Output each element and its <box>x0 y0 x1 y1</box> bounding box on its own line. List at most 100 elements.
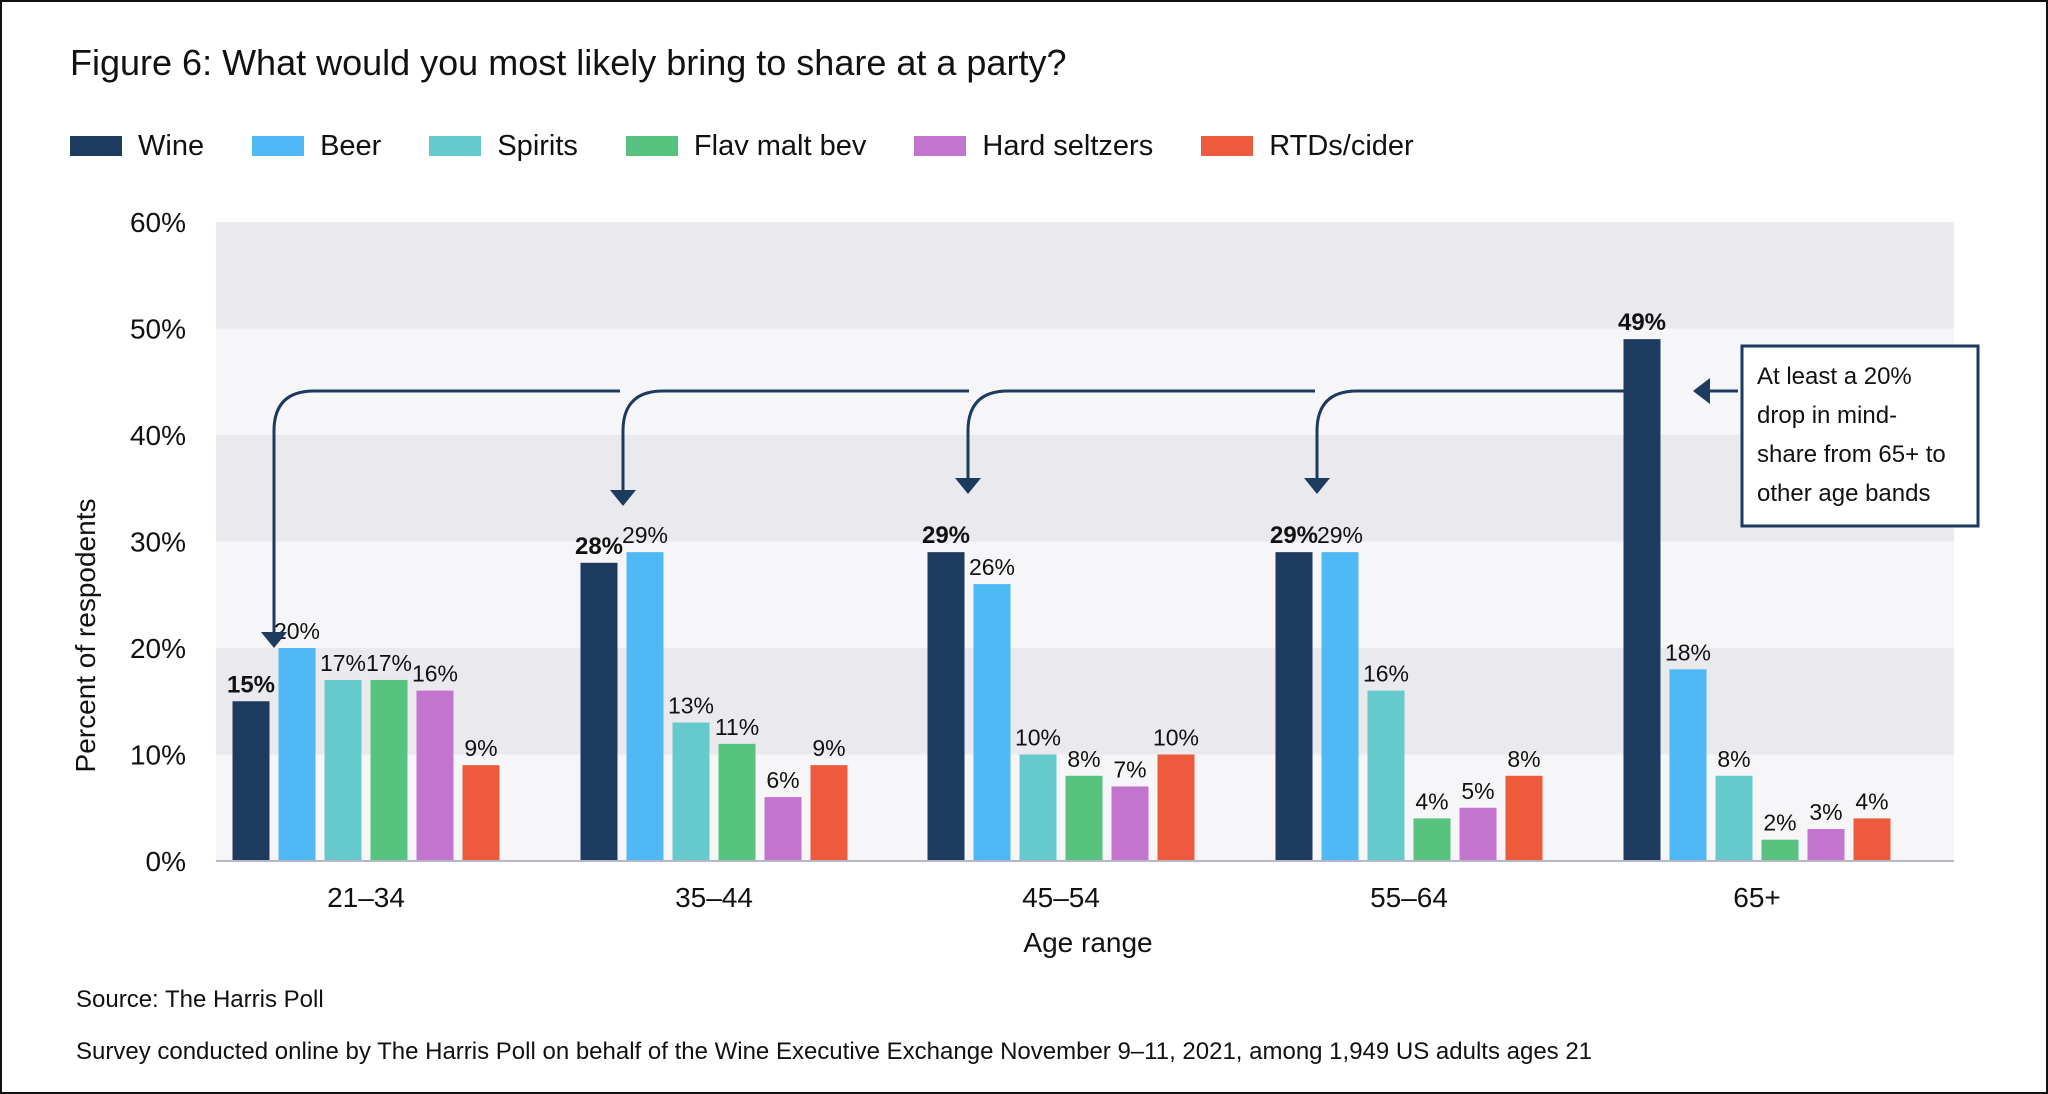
bar-flav-malt-bev-4 <box>1761 839 1799 861</box>
annotation-text-line: At least a 20% <box>1757 363 1912 390</box>
bar-hard-seltzers-2 <box>1111 786 1149 861</box>
data-label: 15% <box>227 671 275 698</box>
legend-label-flav-malt-bev: Flav malt bev <box>693 129 867 162</box>
legend-item-spirits: Spirits <box>429 130 578 163</box>
legend-swatch-wine <box>70 136 122 156</box>
annotation-text-line: other age bands <box>1757 480 1930 507</box>
bar-flav-malt-bev-0 <box>370 679 408 861</box>
bar-hard-seltzers-3 <box>1459 807 1497 861</box>
x-tick-label: 35–44 <box>675 882 753 913</box>
data-label: 11% <box>715 714 759 740</box>
bar-rtds-cider-2 <box>1157 754 1195 861</box>
data-label: 4% <box>1855 788 1888 814</box>
legend-item-rtds-cider: RTDs/cider <box>1201 130 1414 163</box>
data-label: 8% <box>1507 746 1540 772</box>
y-tick-label: 0% <box>146 846 186 877</box>
annotation-text-line: share from 65+ to <box>1757 441 1946 468</box>
data-label: 29% <box>1270 522 1318 549</box>
y-tick-label: 10% <box>130 740 186 771</box>
legend-item-flav-malt-bev: Flav malt bev <box>625 129 867 163</box>
legend-item-wine: Wine <box>70 130 204 163</box>
x-tick-label: 21–34 <box>327 882 405 913</box>
bar-spirits-1 <box>672 722 710 861</box>
legend-label-wine: Wine <box>138 129 205 162</box>
data-label: 2% <box>1763 810 1796 836</box>
bar-rtds-cider-4 <box>1853 818 1891 861</box>
bar-wine-2 <box>927 552 965 861</box>
data-label: 29% <box>1317 522 1363 548</box>
data-label: 17% <box>366 650 412 676</box>
annotation-box <box>1740 344 1980 528</box>
plot-band-3 <box>216 435 1954 542</box>
data-label: 10% <box>1153 725 1199 751</box>
bar-rtds-cider-3 <box>1505 775 1543 861</box>
legend-swatch-flav-malt-bev <box>625 136 678 156</box>
annotation-arrow-3 <box>1315 389 1628 480</box>
data-label: 16% <box>1363 661 1409 687</box>
bar-spirits-3 <box>1367 690 1405 861</box>
bar-hard-seltzers-4 <box>1807 829 1845 861</box>
data-label: 9% <box>812 735 845 761</box>
bar-beer-3 <box>1321 552 1359 861</box>
data-label: 26% <box>969 554 1015 580</box>
bar-spirits-2 <box>1019 754 1057 861</box>
data-label: 28% <box>575 533 623 560</box>
x-axis-label: Age range <box>1023 927 1152 958</box>
bar-spirits-4 <box>1715 775 1753 861</box>
data-label: 29% <box>922 522 970 549</box>
y-tick-label: 60% <box>130 207 186 238</box>
annotation-box-pointer <box>1693 378 1710 404</box>
data-label: 29% <box>622 522 668 548</box>
annotation-text-line: drop in mind- <box>1757 402 1897 429</box>
bar-hard-seltzers-1 <box>764 797 802 861</box>
legend-swatch-rtds-cider <box>1201 136 1254 156</box>
data-label: 20% <box>274 618 320 644</box>
plot-band-5 <box>216 222 1954 329</box>
data-label: 6% <box>766 767 799 793</box>
y-axis-label: Percent of respodents <box>70 499 101 773</box>
plot-band-4 <box>216 328 1954 435</box>
data-label: 8% <box>1067 746 1100 772</box>
legend-swatch-hard-seltzers <box>914 136 967 156</box>
bar-wine-4 <box>1623 339 1661 861</box>
survey-footnote: Survey conducted online by The Harris Po… <box>76 1038 1593 1065</box>
data-label: 7% <box>1113 756 1146 782</box>
bar-spirits-0 <box>324 679 362 861</box>
legend-label-spirits: Spirits <box>497 129 578 162</box>
data-label: 9% <box>464 735 497 761</box>
bar-beer-2 <box>973 584 1011 861</box>
plot-band-1 <box>216 648 1954 755</box>
annotation-arrow-2 <box>966 389 1315 480</box>
legend-swatch-beer <box>252 136 305 156</box>
annotation-arrow-0 <box>272 389 620 634</box>
legend-swatch-spirits <box>429 136 482 156</box>
data-label: 17% <box>320 650 366 676</box>
bar-wine-3 <box>1275 552 1313 861</box>
annotation-arrowhead-2 <box>955 478 981 494</box>
y-tick-label: 40% <box>130 420 186 451</box>
x-tick-label: 65+ <box>1733 882 1781 913</box>
bar-flav-malt-bev-2 <box>1065 775 1103 861</box>
x-tick-label: 55–64 <box>1370 882 1448 913</box>
y-tick-label: 30% <box>130 527 186 558</box>
bar-hard-seltzers-0 <box>416 690 454 861</box>
y-tick-label: 20% <box>130 633 186 664</box>
source-note: Source: The Harris Poll <box>76 986 324 1013</box>
bar-flav-malt-bev-1 <box>718 743 756 861</box>
data-label: 8% <box>1717 746 1750 772</box>
legend-item-beer: Beer <box>252 130 381 163</box>
annotation-arrow-1 <box>621 389 969 492</box>
annotation-arrowhead-0 <box>261 632 287 648</box>
bar-flav-malt-bev-3 <box>1413 818 1451 861</box>
legend-item-hard-seltzers: Hard seltzers <box>914 130 1153 163</box>
bar-wine-0 <box>232 701 270 861</box>
y-tick-label: 50% <box>130 314 186 345</box>
legend-label-rtds-cider: RTDs/cider <box>1269 129 1414 162</box>
data-label: 18% <box>1665 639 1711 665</box>
x-tick-label: 45–54 <box>1022 882 1100 913</box>
legend: Wine Beer Spirits Flav malt bev Hard sel… <box>70 126 1462 166</box>
bar-wine-1 <box>580 562 618 861</box>
data-label: 3% <box>1809 799 1842 825</box>
data-label: 16% <box>412 661 458 687</box>
